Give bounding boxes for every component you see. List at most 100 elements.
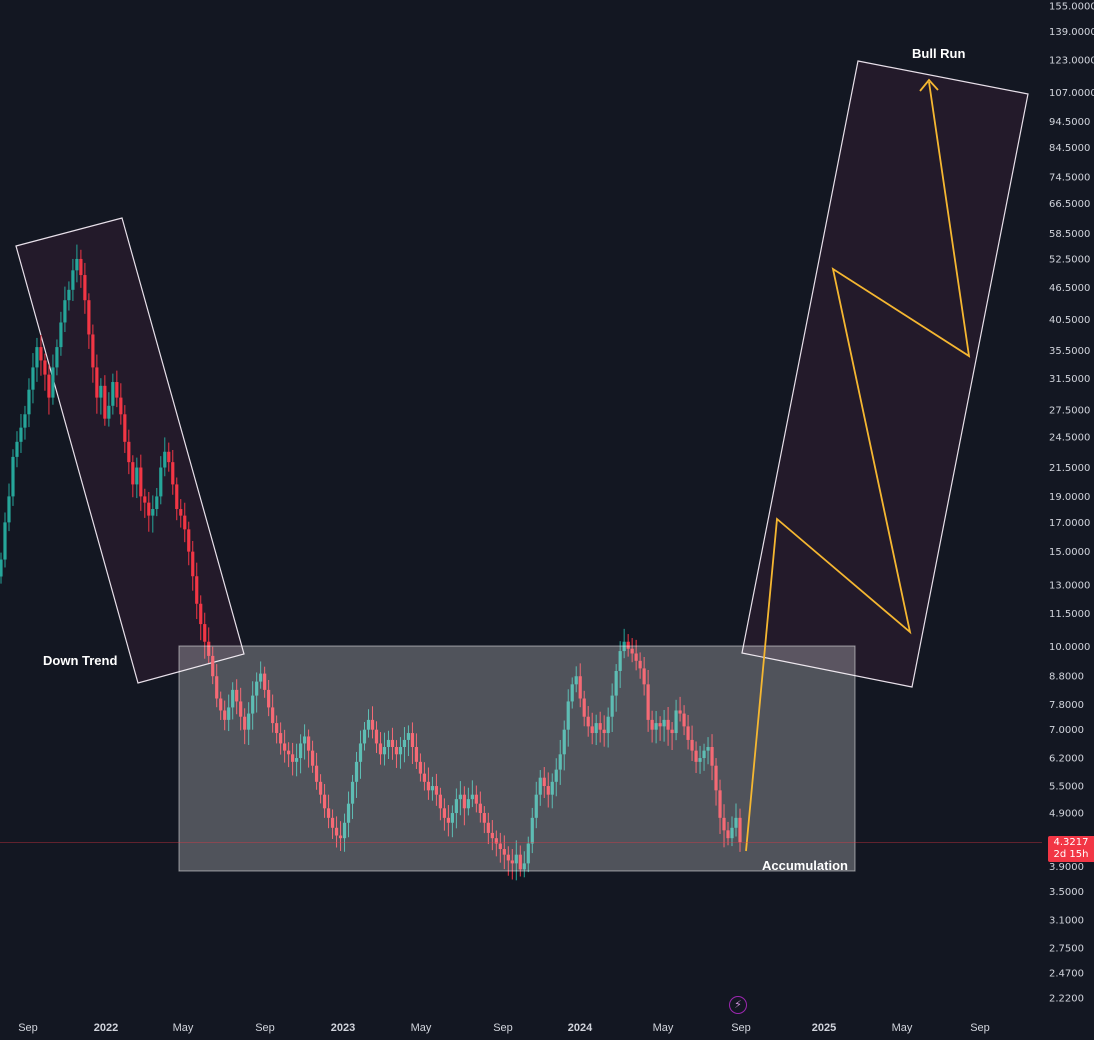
time-axis[interactable]: Sep 2022 May Sep 2023 May Sep 2024 May Sep 2025 May… (18, 1022, 990, 1034)
projection-arrowhead (919, 78, 939, 92)
candle-body (718, 790, 722, 818)
accumulation-label: Accumulation (762, 858, 848, 873)
candle-body (0, 559, 3, 577)
candle-body (326, 808, 331, 818)
price-tick-label: 74.5000 (1049, 173, 1090, 184)
price-tick-label: 40.5000 (1049, 315, 1090, 326)
candle-body (99, 385, 103, 398)
candle-body (283, 743, 287, 751)
candle-body (434, 786, 439, 795)
candle-body (310, 750, 315, 766)
price-tick-label: 15.0000 (1049, 547, 1090, 558)
candle-body (263, 673, 267, 690)
candlestick-series (0, 244, 742, 881)
candle-body (346, 803, 351, 823)
candle-body (554, 769, 558, 782)
candle-body (183, 515, 187, 530)
candle-body (466, 799, 470, 809)
candle-body (175, 484, 179, 510)
candle-body (526, 843, 530, 864)
bull-run-projection (745, 78, 971, 852)
lightning-bolt-icon[interactable]: ⚡ (729, 996, 747, 1014)
candle-body (27, 389, 31, 415)
candle-body (279, 733, 283, 744)
price-tick-label: 2.4700 (1049, 969, 1084, 980)
candle-body (678, 710, 682, 714)
candle-body (614, 670, 618, 696)
candle-body (722, 817, 726, 831)
candle-body (107, 405, 111, 419)
candle-body (390, 739, 395, 748)
candle-body (702, 750, 706, 759)
candle-body (103, 385, 107, 419)
candle-body (111, 382, 115, 406)
candle-body (334, 827, 339, 836)
candle-body (7, 496, 11, 523)
candle-body (654, 723, 658, 730)
candle-body (542, 777, 546, 787)
candle-body (366, 719, 371, 730)
candle-body (267, 689, 271, 708)
candle-body (670, 729, 674, 734)
candle-body (71, 270, 75, 290)
candle-body (79, 258, 83, 276)
candle-body (410, 733, 415, 748)
price-tick-label: 2.2200 (1049, 994, 1084, 1005)
candle-body (630, 648, 634, 654)
candle-body (51, 367, 55, 398)
candle-body (35, 347, 39, 368)
candle-body (239, 701, 243, 717)
candle-body (426, 781, 431, 791)
candle-body (83, 275, 87, 301)
candle-body (227, 707, 231, 720)
price-tick-label: 8.8000 (1049, 672, 1084, 683)
candle-body (3, 522, 7, 560)
candle-body (618, 651, 622, 671)
candle-body (698, 758, 702, 762)
candle-body (386, 739, 391, 748)
candle-body (235, 689, 239, 702)
candle-body (662, 719, 666, 727)
price-tick-label: 3.9000 (1049, 862, 1084, 873)
price-axis[interactable]: 155.0000 139.0000 123.0000 107.0000 94.5000 8… (1049, 2, 1094, 1005)
candle-body (95, 367, 99, 398)
time-tick-label: May (411, 1022, 432, 1034)
candle-body (474, 794, 478, 804)
candle-body (514, 854, 518, 864)
candle-body (115, 382, 119, 398)
candle-body (59, 322, 63, 348)
candle-body (450, 813, 454, 823)
candle-body (219, 698, 223, 711)
candle-body (454, 799, 458, 814)
time-tick-label: 2024 (568, 1022, 593, 1034)
candle-body (163, 451, 167, 468)
candle-body (191, 551, 195, 577)
candle-body (458, 794, 462, 800)
candle-body (506, 854, 510, 861)
current-price-badge: 4.3217 2d 15h (1048, 836, 1094, 862)
candle-body (231, 689, 235, 708)
candle-body (594, 723, 598, 734)
price-tick-label: 21.5000 (1049, 463, 1090, 474)
candle-body (155, 496, 159, 510)
price-tick-label: 27.5000 (1049, 406, 1090, 417)
candle-body (402, 739, 407, 748)
candle-body (67, 289, 71, 301)
candle-body (522, 863, 526, 870)
candle-body (494, 838, 498, 844)
candle-body (674, 710, 678, 734)
candle-body (502, 849, 506, 855)
price-tick-label: 31.5000 (1049, 374, 1090, 385)
price-tick-label: 52.5000 (1049, 254, 1090, 265)
price-tick-label: 94.5000 (1049, 117, 1090, 128)
price-tick-label: 3.1000 (1049, 915, 1084, 926)
candle-body (562, 729, 566, 755)
candle-body (135, 467, 139, 485)
candle-body (470, 794, 474, 800)
candle-body (39, 347, 43, 361)
time-tick-label: 2025 (812, 1022, 836, 1034)
candle-body (23, 414, 27, 428)
down-trend-label: Down Trend (43, 653, 117, 668)
time-tick-label: Sep (731, 1022, 751, 1034)
